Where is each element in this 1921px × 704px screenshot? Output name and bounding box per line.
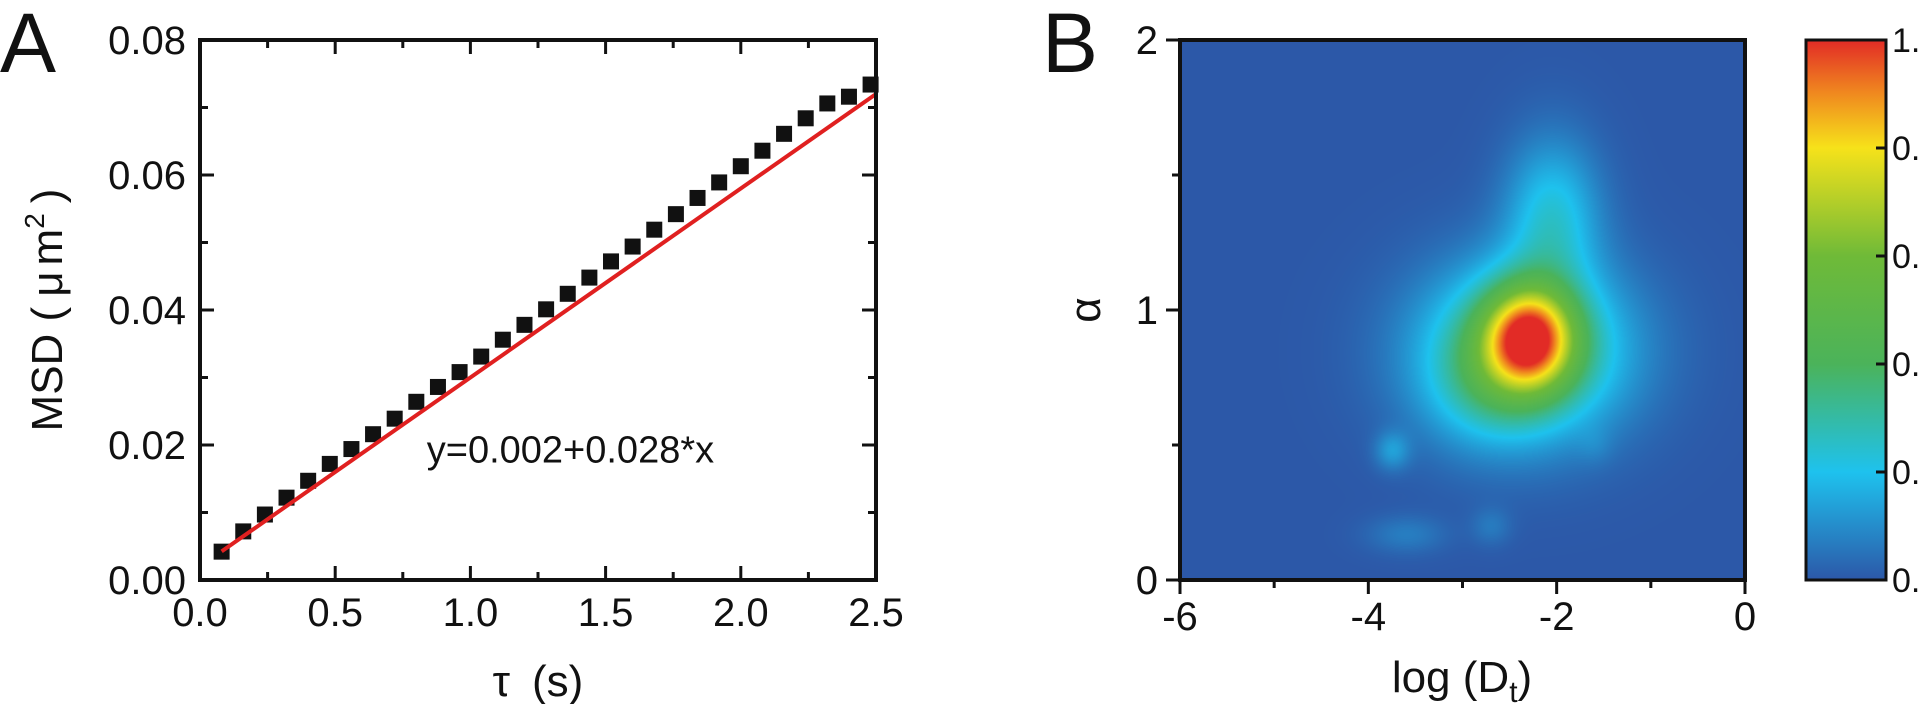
x-title-text: log (D bbox=[1392, 653, 1509, 702]
data-point bbox=[300, 472, 317, 489]
y-tick-label: 0.02 bbox=[108, 424, 186, 468]
panel-b-letter: B bbox=[1042, 0, 1098, 90]
y-tick-label: 0.08 bbox=[108, 19, 186, 63]
colorbar-ticks: 0.0 0.2 0.4 0.6 0.8 1.0 bbox=[1876, 22, 1921, 600]
x-tick-label: -4 bbox=[1351, 595, 1387, 639]
x-tick-label: 2.0 bbox=[713, 591, 769, 635]
x-tick-label: 0.5 bbox=[307, 591, 363, 635]
data-point bbox=[343, 441, 360, 458]
panel-a-frame bbox=[198, 38, 878, 582]
data-point bbox=[754, 142, 771, 159]
y-tick-label: 0 bbox=[1136, 559, 1158, 603]
x-tick-label: 1.5 bbox=[578, 591, 634, 635]
data-point bbox=[840, 88, 857, 105]
data-point bbox=[451, 364, 468, 381]
colorbar bbox=[1804, 38, 1888, 582]
fit-line bbox=[220, 92, 878, 554]
data-point bbox=[365, 426, 382, 443]
x-title-subscript: t bbox=[1509, 676, 1518, 704]
heatmap-canvas-holder bbox=[1180, 40, 1745, 580]
data-point bbox=[473, 348, 490, 365]
data-point bbox=[516, 316, 533, 333]
y-title-mu: μ bbox=[23, 271, 72, 296]
y-title-m: m bbox=[23, 229, 72, 266]
x-unit: (s) bbox=[532, 657, 583, 704]
data-point bbox=[776, 125, 793, 142]
y-title-suffix: ) bbox=[23, 189, 72, 204]
data-point bbox=[581, 269, 598, 286]
data-point bbox=[408, 393, 425, 410]
colorbar-tick-label: 0.0 bbox=[1892, 562, 1921, 600]
colorbar-tick-label: 0.4 bbox=[1892, 346, 1921, 384]
panel-a-y-axis-title: MSD ( μm2) bbox=[19, 189, 72, 432]
y-tick-label: 0.06 bbox=[108, 154, 186, 198]
y-tick-label: 2 bbox=[1136, 19, 1158, 63]
data-point bbox=[689, 189, 706, 206]
fit-equation-annotation: y=0.002+0.028*x bbox=[427, 429, 714, 471]
data-point bbox=[711, 174, 728, 191]
colorbar-tick-label: 1.0 bbox=[1892, 22, 1921, 60]
panel-a-plot-area: 0.0 0.5 1.0 1.5 2.0 2.5 0.00 0.02 0.04 0.06 0.08 bbox=[108, 19, 904, 635]
panel-b-x-axis-title: log (Dt) bbox=[1392, 653, 1532, 704]
panel-b-y-axis-title: α bbox=[1061, 297, 1110, 322]
x-tick-label: 1.0 bbox=[443, 591, 499, 635]
data-point bbox=[559, 285, 576, 302]
data-point bbox=[624, 238, 641, 255]
heatmap-density bbox=[1180, 40, 1745, 580]
panel-a-letter: A bbox=[0, 0, 56, 90]
data-point bbox=[667, 206, 684, 223]
colorbar-tick-label: 0.6 bbox=[1892, 238, 1921, 276]
data-point bbox=[797, 110, 814, 127]
tau-symbol: τ bbox=[493, 657, 511, 704]
y-title-prefix: MSD ( bbox=[23, 306, 72, 431]
data-point bbox=[494, 331, 511, 348]
data-point bbox=[646, 221, 663, 238]
x-title-close: ) bbox=[1518, 653, 1533, 702]
panel-a: A 0.0 0.5 1.0 1.5 2.0 2.5 0.00 0.02 0.04 0.06 0.08… bbox=[0, 0, 904, 704]
data-point bbox=[732, 158, 749, 175]
x-tick-label: -2 bbox=[1539, 595, 1575, 639]
x-tick-label: 2.5 bbox=[848, 591, 904, 635]
panel-b: B -6 -4 -2 0 0 1 2 log (Dt) α 0.0 0.2 0.4 0.6 0.8 1… bbox=[1042, 0, 1921, 704]
colorbar-tick-label: 0.2 bbox=[1892, 454, 1921, 492]
data-point bbox=[429, 378, 446, 395]
y-title-exponent: 2 bbox=[19, 213, 50, 229]
x-tick-label: 0.0 bbox=[172, 591, 228, 635]
data-point bbox=[538, 301, 555, 318]
data-point bbox=[603, 253, 620, 270]
y-tick-label: 0.04 bbox=[108, 289, 186, 333]
data-point bbox=[819, 95, 836, 112]
data-point bbox=[321, 455, 338, 472]
y-tick-label: 0.00 bbox=[108, 559, 186, 603]
panel-b-ticks: -6 -4 -2 0 0 1 2 bbox=[1136, 19, 1756, 639]
y-tick-label: 1 bbox=[1136, 289, 1158, 333]
x-tick-label: -6 bbox=[1162, 595, 1198, 639]
data-point bbox=[386, 410, 403, 427]
colorbar-tick-label: 0.8 bbox=[1892, 130, 1921, 168]
heatmap-canvas bbox=[1180, 40, 1745, 580]
x-tick-label: 0 bbox=[1734, 595, 1756, 639]
panel-a-x-axis-title: τ (s) bbox=[493, 657, 584, 704]
